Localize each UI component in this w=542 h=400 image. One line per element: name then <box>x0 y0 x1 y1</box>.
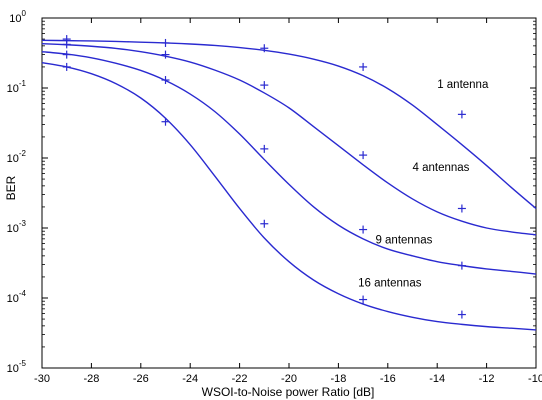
x-tick-label: -28 <box>83 373 99 385</box>
series-label-4: 16 antennas <box>358 278 422 290</box>
x-axis-ticks: -30 -28 -26 -24 -22 -20 -18 -16 -14 -12 -10 <box>34 18 542 385</box>
series-4-marker <box>457 310 466 319</box>
series-line-4 <box>41 61 537 331</box>
series-label-2: 4 antennas <box>413 162 470 174</box>
series-4-marker <box>161 117 170 126</box>
series-2-marker <box>62 40 71 49</box>
series-3-marker <box>62 50 71 59</box>
series-1-marker <box>260 44 269 53</box>
series-2-marker <box>161 50 170 59</box>
series-3-marker <box>161 76 170 85</box>
x-tick-label: -20 <box>281 373 297 385</box>
series-1-marker <box>359 62 368 71</box>
series-3-marker <box>457 261 466 270</box>
x-axis-label: WSOI-to-Noise power Ratio [dB] <box>202 385 375 399</box>
series-3-marker <box>359 225 368 234</box>
series-line-2 <box>41 42 537 236</box>
series-layer <box>41 35 537 331</box>
series-4-marker <box>359 295 368 304</box>
series-2-marker <box>260 81 269 90</box>
series-label-1: 1 antenna <box>437 79 489 91</box>
series-annotations: 1 antenna 4 antennas 9 antennas 16 antennas <box>358 79 489 290</box>
series-line-3 <box>41 51 537 275</box>
series-3-marker <box>260 144 269 153</box>
series-4-marker <box>260 219 269 228</box>
y-axis-label: BER <box>4 175 18 200</box>
x-tick-label: -10 <box>528 373 542 385</box>
x-tick-label: -18 <box>330 373 346 385</box>
x-tick-label: -30 <box>34 373 50 385</box>
series-1-marker <box>457 110 466 119</box>
series-1-marker <box>161 38 170 47</box>
x-tick-label: -26 <box>133 373 149 385</box>
series-2-marker <box>457 204 466 213</box>
series-2-marker <box>359 151 368 160</box>
series-line-1 <box>41 39 537 210</box>
series-4-marker <box>62 62 71 71</box>
x-tick-label: -12 <box>479 373 495 385</box>
x-tick-label: -16 <box>380 373 396 385</box>
x-tick-label: -14 <box>429 373 445 385</box>
x-tick-label: -22 <box>232 373 248 385</box>
series-label-3: 9 antennas <box>375 235 432 247</box>
x-tick-label: -24 <box>182 373 198 385</box>
